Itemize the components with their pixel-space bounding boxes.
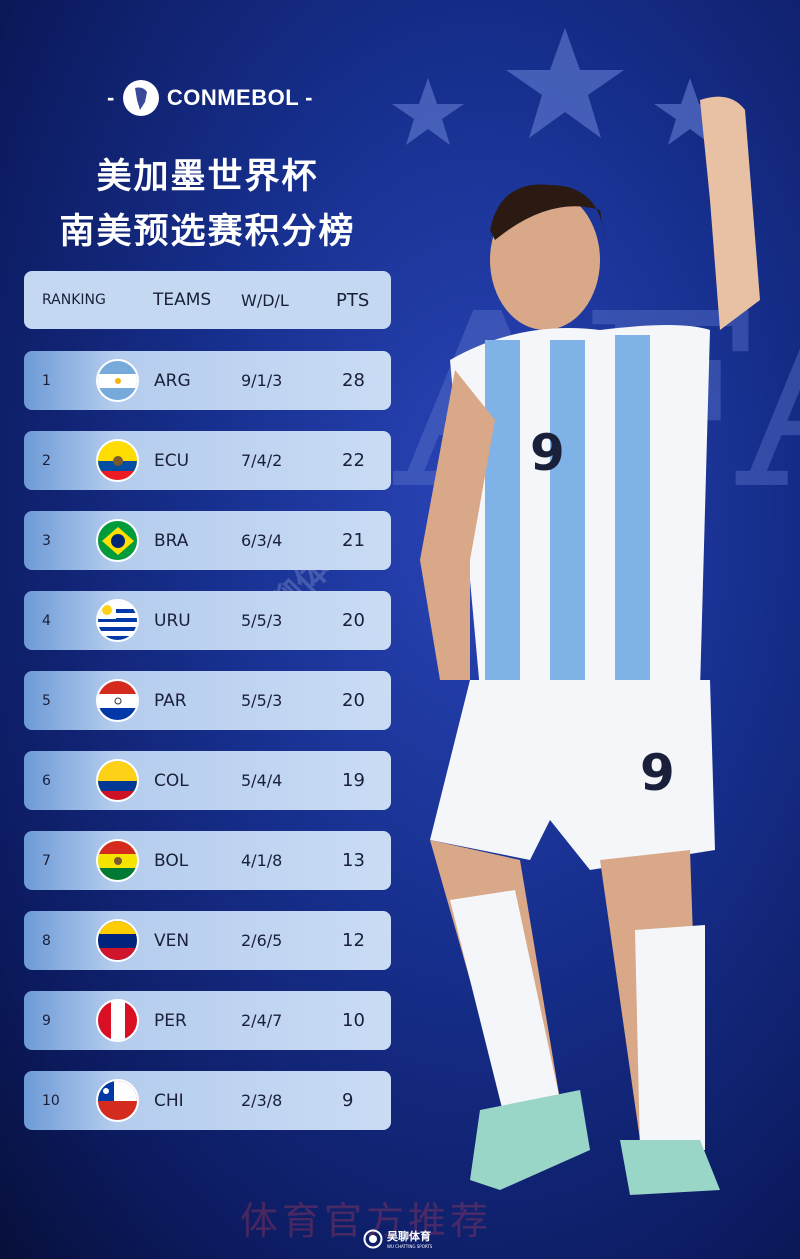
row-rank: 3 (42, 532, 51, 549)
row-wdl: 5/5/3 (241, 611, 283, 630)
row-rank: 5 (42, 692, 51, 709)
title-line-1: 美加墨世界杯 (96, 157, 319, 197)
player-image: 9 9 (420, 96, 760, 1195)
row-rank: 9 (42, 1012, 51, 1029)
row-pts: 9 (342, 1090, 354, 1111)
table-row: 1 ARG 9/1/3 28 (24, 351, 391, 410)
row-pts: 19 (342, 770, 365, 791)
flag-bra-icon (96, 519, 139, 562)
row-team: ECU (154, 450, 190, 471)
row-team: COL (154, 770, 189, 791)
header-wdl: W/D/L (241, 290, 289, 310)
row-rank: 8 (42, 932, 51, 949)
row-wdl: 9/1/3 (241, 371, 283, 390)
row-team: ARG (154, 370, 191, 391)
row-pts: 21 (342, 530, 365, 551)
table-row: 8 VEN 2/6/5 12 (24, 911, 391, 970)
row-pts: 10 (342, 1010, 365, 1031)
row-pts: 12 (342, 930, 365, 951)
header-teams: TEAMS (153, 290, 212, 310)
svg-text:9: 9 (530, 424, 565, 482)
flag-per-icon (96, 999, 139, 1042)
row-wdl: 7/4/2 (241, 451, 283, 470)
row-wdl: 4/1/8 (241, 851, 283, 870)
flag-col-icon (96, 759, 139, 802)
row-wdl: 5/4/4 (241, 771, 283, 790)
table-row: 9 PER 2/4/7 10 (24, 991, 391, 1050)
svg-text:9: 9 (640, 744, 675, 802)
flag-arg-icon (96, 359, 139, 402)
header-pts: PTS (336, 289, 370, 311)
flag-uru-icon (96, 599, 139, 642)
row-wdl: 2/6/5 (241, 931, 283, 950)
flag-chi-icon (96, 1079, 139, 1122)
table-header: RANKING TEAMS W/D/L PTS (24, 271, 391, 329)
row-team: PAR (154, 690, 187, 711)
row-wdl: 6/3/4 (241, 531, 283, 550)
row-wdl: 2/3/8 (241, 1091, 283, 1110)
table-row: 4 URU 5/5/3 20 (24, 591, 391, 650)
table-row: 5 PAR 5/5/3 20 (24, 671, 391, 730)
conmebol-logo: - CONMEBOL - (100, 78, 320, 118)
row-rank: 7 (42, 852, 51, 869)
title-line-2: 南美预选赛积分榜 (59, 212, 356, 252)
wu-chatting-icon (363, 1229, 383, 1248)
row-team: URU (154, 610, 191, 631)
row-pts: 28 (342, 370, 365, 391)
row-rank: 2 (42, 452, 51, 469)
row-pts: 22 (342, 450, 365, 471)
row-team: VEN (154, 930, 190, 951)
table-row: 6 COL 5/4/4 19 (24, 751, 391, 810)
star-icon (506, 28, 624, 138)
table-row: 7 BOL 4/1/8 13 (24, 831, 391, 890)
row-rank: 6 (42, 772, 51, 789)
row-rank: 10 (42, 1092, 60, 1109)
row-team: PER (154, 1010, 187, 1031)
row-team: BRA (154, 530, 189, 551)
row-team: CHI (154, 1090, 184, 1111)
wu-chatting-logo: 吴聊体育 WU CHATTING SPORTS (363, 1228, 432, 1249)
star-icon (392, 78, 464, 145)
star-icon (654, 78, 726, 145)
flag-bol-icon (96, 839, 139, 882)
flag-ven-icon (96, 919, 139, 962)
row-wdl: 2/4/7 (241, 1011, 283, 1030)
row-pts: 20 (342, 690, 365, 711)
flag-par-icon (96, 679, 139, 722)
brand-name: CONMEBOL (166, 85, 300, 110)
row-wdl: 5/5/3 (241, 691, 283, 710)
row-rank: 1 (42, 372, 51, 389)
row-pts: 13 (342, 850, 365, 871)
table-row: 3 BRA 6/3/4 21 (24, 511, 391, 570)
conmebol-ball-icon (122, 80, 159, 116)
row-team: BOL (154, 850, 189, 871)
table-row: 2 ECU 7/4/2 22 (24, 431, 391, 490)
header-ranking: RANKING (42, 292, 106, 308)
row-rank: 4 (42, 612, 51, 629)
flag-ecu-icon (96, 439, 139, 482)
row-pts: 20 (342, 610, 365, 631)
table-row: 10 CHI 2/3/8 9 (24, 1071, 391, 1130)
